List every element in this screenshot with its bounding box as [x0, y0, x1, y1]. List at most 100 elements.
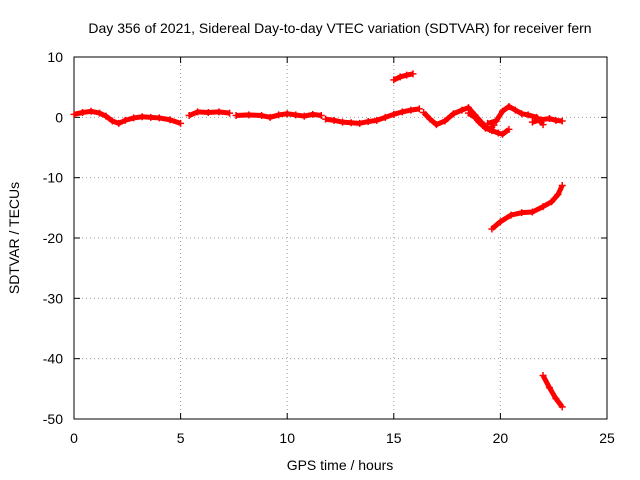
- data-point: [449, 110, 457, 118]
- data-point: [420, 109, 428, 117]
- data-point: [166, 116, 174, 124]
- data-point: [518, 209, 526, 217]
- data-point: [432, 121, 440, 129]
- series-segment-8: [484, 102, 547, 129]
- data-point: [545, 384, 553, 392]
- data-point: [300, 112, 308, 120]
- data-point: [390, 76, 398, 84]
- series-segment-9: [528, 115, 566, 126]
- x-tick-label: 10: [279, 430, 295, 446]
- series-trace: [325, 106, 420, 126]
- x-tick-label: 25: [599, 430, 615, 446]
- data-point: [194, 108, 202, 116]
- plot-frame: [73, 56, 608, 420]
- data-point: [96, 109, 104, 117]
- y-tick-label: -50: [43, 411, 63, 427]
- data-point: [232, 112, 240, 120]
- data-point: [130, 114, 138, 122]
- data-point: [79, 109, 87, 117]
- data-point: [87, 107, 95, 115]
- data-point: [373, 116, 381, 124]
- data-point: [499, 130, 507, 138]
- series-trace: [540, 374, 565, 409]
- data-point: [275, 111, 283, 119]
- data-point: [102, 112, 110, 120]
- data-point: [322, 115, 330, 123]
- data-point: [511, 106, 519, 114]
- data-point: [537, 116, 545, 124]
- data-point: [552, 394, 560, 402]
- y-tick-label: -20: [43, 230, 63, 246]
- data-point: [554, 191, 562, 199]
- data-point: [471, 113, 479, 121]
- data-point: [258, 112, 266, 120]
- ticks: 0 5 10 15 20 25 10 0 -10 -20 -30 -40 -50: [43, 49, 615, 446]
- data-point: [364, 118, 372, 126]
- data-point: [558, 182, 566, 190]
- data-series: [70, 70, 566, 411]
- data-point: [407, 106, 415, 114]
- data-point: [507, 211, 515, 219]
- data-point: [177, 119, 185, 127]
- data-point: [505, 125, 513, 133]
- data-point: [458, 106, 466, 114]
- data-point: [488, 225, 496, 233]
- data-point: [398, 108, 406, 116]
- data-point: [317, 112, 325, 120]
- data-point: [484, 119, 492, 127]
- data-point: [548, 198, 556, 206]
- grid: [74, 57, 607, 419]
- data-point: [381, 113, 389, 121]
- data-point: [539, 372, 547, 380]
- data-point: [339, 118, 347, 126]
- data-point: [505, 102, 513, 110]
- data-point: [415, 105, 423, 113]
- data-point: [185, 112, 193, 120]
- data-point: [245, 111, 253, 119]
- data-point: [121, 116, 129, 124]
- series-segment-11: [539, 372, 566, 411]
- series-segment-1: [70, 107, 185, 127]
- data-point: [492, 117, 500, 125]
- series-trace: [235, 111, 322, 120]
- data-point: [204, 109, 212, 117]
- data-point: [409, 70, 417, 78]
- series-segment-4: [322, 105, 423, 127]
- x-tick-label: 0: [70, 430, 78, 446]
- data-point: [426, 115, 434, 123]
- data-point: [266, 113, 274, 121]
- y-tick-label: 0: [55, 109, 63, 125]
- data-point: [494, 129, 502, 137]
- data-point: [347, 119, 355, 127]
- y-tick-label: -30: [43, 290, 63, 306]
- y-tick-label: -10: [43, 170, 63, 186]
- data-point: [545, 115, 553, 123]
- data-point: [552, 116, 560, 124]
- x-axis-label: GPS time / hours: [287, 457, 394, 473]
- x-tick-label: 5: [177, 430, 185, 446]
- data-point: [138, 113, 146, 121]
- data-point: [481, 124, 489, 132]
- data-point: [403, 71, 411, 79]
- series-segment-7: [464, 109, 513, 138]
- y-tick-label: -40: [43, 351, 63, 367]
- data-point: [518, 110, 526, 118]
- data-point: [558, 403, 566, 411]
- data-point: [396, 73, 404, 81]
- data-point: [528, 118, 536, 126]
- data-point: [330, 116, 338, 124]
- data-point: [115, 119, 123, 127]
- data-point: [558, 117, 566, 125]
- data-point: [496, 218, 504, 226]
- data-point: [475, 118, 483, 126]
- series-trace: [73, 108, 182, 126]
- y-tick-label: 10: [47, 49, 63, 65]
- series-segment-5: [390, 70, 417, 84]
- data-point: [499, 107, 507, 115]
- data-point: [283, 110, 291, 118]
- y-axis-label: SDTVAR / TECUs: [6, 182, 22, 294]
- data-point: [292, 111, 300, 119]
- data-point: [464, 109, 472, 117]
- data-point: [108, 117, 116, 125]
- data-point: [356, 119, 364, 127]
